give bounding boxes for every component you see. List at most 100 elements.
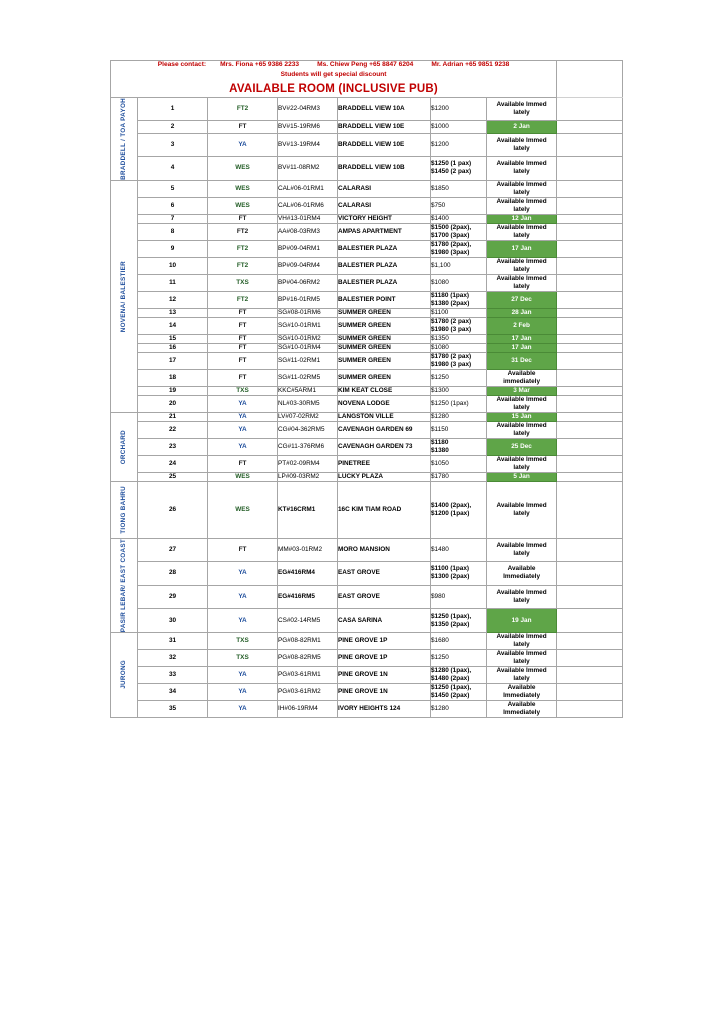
price-cell: $1200 [430,96,487,122]
availability-line-2: lately [513,403,530,411]
pad-cell [556,273,624,292]
price-line-2: $1350 (2pax) [431,620,470,628]
property-name: SUMMER GREEN [337,342,431,353]
room-type: FT [207,537,278,563]
price-line-1: $1250 (1 pax) [431,160,472,168]
property-name: BRADDELL VIEW 10E [337,120,431,134]
price-line-1: $1180 (1pax) [431,291,470,299]
property-name: PINE GROVE 1N [337,665,431,684]
property-name: PINETREE [337,454,431,473]
room-type: FT2 [207,96,278,122]
availability-cell: 5 Jan [485,471,558,482]
pad-cell [556,120,624,134]
availability-line-1: 27 Dec [511,295,532,303]
region-label: TIONG BAHRU [120,485,128,534]
row-number: 26 [137,480,208,539]
table-row: 12 FT2 BP#16-01RM5 BALESTIER POINT $1180 (1p… [111,290,624,309]
availability-cell: Available Immed lately [485,665,558,684]
pad-cell [556,333,624,344]
discount-note: Students will get special discount [280,71,387,79]
property-name: LUCKY PLAZA [337,471,431,482]
room-type: YA [207,132,278,158]
availability-line-2: lately [513,109,530,117]
unit-code: EG#416RM5 [277,584,338,610]
row-number: 16 [137,342,208,353]
property-name: PINE GROVE 1P [337,648,431,667]
availability-line-1: 25 Dec [511,442,532,450]
price-line-2: $1700 (3pax) [431,231,470,239]
availability-line-1: Available Immed [496,136,547,144]
property-name: PINE GROVE 1P [337,631,431,650]
spreadsheet-sheet: Please contact: Mrs. Fiona +65 9386 2233 M… [109,60,624,718]
table-row: 8 FT2 AA#08-03RM3 AMPAS APARTMENT $1500 (2pa… [111,222,624,241]
property-name: KIM KEAT CLOSE [337,385,431,396]
availability-cell: 12 Jan [485,213,558,224]
pad-cell [556,454,624,473]
price-cell: $1350 [430,333,487,344]
unit-code: VH#13-01RM4 [277,213,338,224]
row-number: 1 [137,96,208,122]
row-number: 18 [137,368,208,387]
room-type: YA [207,608,278,633]
row-number: 28 [137,561,208,586]
availability-line-1: Available Immed [496,274,547,282]
availability-line-2: Immediately [503,691,541,699]
availability-line-1: Available Immed [496,197,547,205]
pad-cell [556,385,624,396]
price-line-1: $1780 (2 pax) [431,352,472,360]
availability-cell: 19 Jan [485,608,558,633]
availability-line-1: Available [507,369,536,377]
price-cell: $1500 (2pax), $1700 (3pax) [430,222,487,241]
contact-label: Please contact: [157,61,207,68]
table-row: 11 TXS BP#04-06RM2 BALESTIER PLAZA $1080 Avai… [111,273,624,292]
price-line-2: $1980 (3 pax) [431,360,472,368]
room-type: FT [207,213,278,224]
unit-code: BP#09-04RM1 [277,239,338,258]
property-name: PINE GROVE 1N [337,682,431,701]
price-line-2: $1980 (3 pax) [431,325,472,333]
row-number: 5 [137,179,208,198]
row-number: 29 [137,584,208,610]
property-name: CAVENAGH GARDEN 73 [337,437,431,456]
room-type: TXS [207,648,278,667]
price-cell: $1780 (2 pax) $1980 (3 pax) [430,351,487,370]
unit-code: LV#07-02RM2 [277,411,338,422]
pad-cell [556,561,624,586]
price-line-1: $1200 [431,140,449,148]
availability-line-1: 28 Jan [511,308,532,316]
table-row: NOVENA/ BALESTIER 5 WES CAL#06-01RM1 CALARAS… [110,179,624,413]
pad-cell [556,213,624,224]
pad-cell [556,480,624,539]
price-line-1: $1400 (2pax), [431,501,472,509]
table-row: 14 FT SG#10-01RM1 SUMMER GREEN $1780 (2 pax)… [111,316,624,335]
region-cell-novena-balestier: NOVENA/ BALESTIER [110,179,138,413]
table-row: 15 FT SG#10-01RM2 SUMMER GREEN $1350 17 Jan [111,333,624,344]
price-cell: $980 [430,584,487,610]
availability-cell: 15 Jan [485,411,558,422]
availability-cell: Available Immed lately [485,96,558,122]
pad-cell [556,351,624,370]
price-cell: $1780 (2 pax) $1980 (3 pax) [430,316,487,335]
price-line-2: $1450 (2pax) [431,691,470,699]
price-line-1: $1250 [431,653,449,661]
table-row: 33 YA PG#03-61RM1 PINE GROVE 1N $1280 (1pax)… [111,665,624,684]
pad-cell [556,368,624,387]
region-cell-jurong: JURONG [110,631,138,718]
row-number: 33 [137,665,208,684]
row-number: 32 [137,648,208,667]
region-label: ORCHARD [120,429,128,464]
availability-line-1: Available [507,700,536,708]
table-row: 4 WES BV#11-08RM2 BRADDELL VIEW 10B $1250 (1… [111,156,624,181]
contact-1: Mrs. Fiona +65 9386 2233 [220,61,300,68]
availability-line-1: 2 Feb [513,321,530,329]
table-row: BRADDELL / TOA PAYOH 1 FT2 BV#22-04RM3 BRADD… [110,96,624,181]
room-type: WES [207,480,278,539]
availability-cell: Available Immed lately [485,256,558,275]
property-name: CASA SARINA [337,608,431,633]
pad-cell [556,342,624,353]
availability-line-1: 2 Jan [513,123,530,130]
property-name: BALESTIER POINT [337,290,431,309]
price-line-1: $1400 [431,214,449,222]
price-line-1: $1080 [431,278,449,286]
availability-cell: 2 Jan [485,120,558,134]
